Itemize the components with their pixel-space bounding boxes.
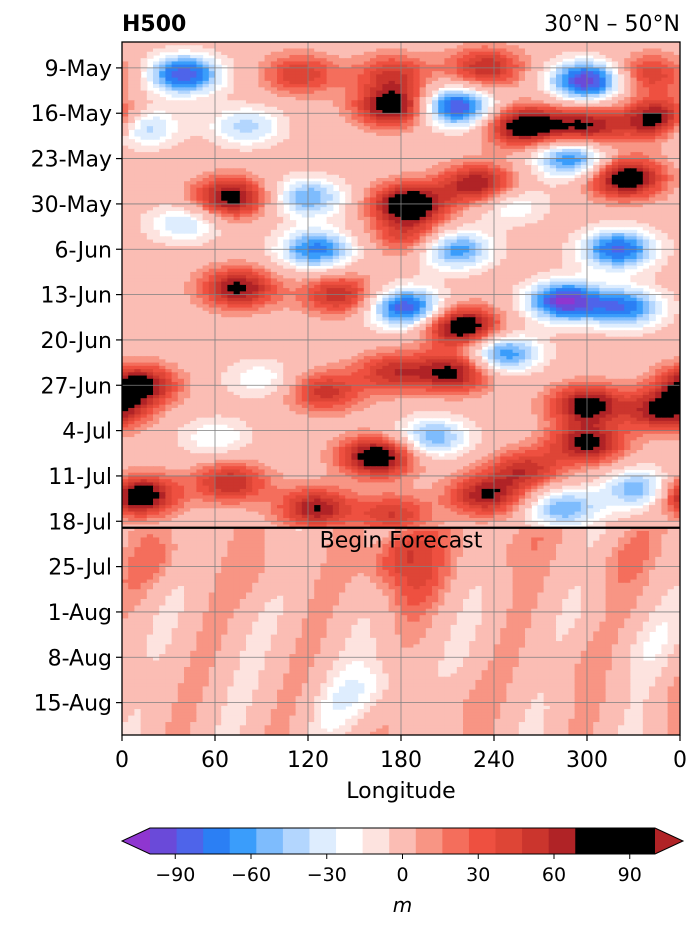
colorbar-band	[309, 828, 337, 854]
colorbar-band	[522, 828, 550, 854]
y-tick-label: 16-May	[31, 102, 112, 127]
x-tick-label: 180	[380, 748, 422, 773]
colorbar-extend-high	[655, 828, 683, 854]
colorbar-band	[229, 828, 257, 854]
colorbar-band	[282, 828, 310, 854]
colorbar-tick-label: −30	[307, 864, 347, 886]
colorbar-band	[628, 828, 656, 854]
colorbar-tick-label: 30	[466, 864, 490, 886]
colorbar-band	[575, 828, 603, 854]
y-tick-label: 11-Jul	[48, 465, 112, 490]
x-tick-label: 0	[115, 748, 129, 773]
chart-title-right: 30°N – 50°N	[544, 12, 680, 37]
colorbar-outline	[120, 827, 685, 855]
y-tick-label: 15-Aug	[34, 692, 112, 717]
y-tick-label: 20-Jun	[40, 329, 112, 354]
forecast-marker: Begin Forecast	[122, 526, 680, 554]
colorbar-band	[150, 828, 178, 854]
colorbar-tick-label: 0	[396, 864, 408, 886]
colorbar-band	[203, 828, 231, 854]
grid-lines	[122, 42, 680, 735]
colorbar-band	[336, 828, 364, 854]
y-tick-label: 8-Aug	[48, 646, 112, 671]
colorbar-extend-low	[122, 828, 150, 854]
colorbar-tick-label: 90	[618, 864, 642, 886]
y-tick-label: 25-Jul	[48, 556, 112, 581]
colorbar-unit: m	[393, 893, 412, 917]
colorbar-tick-label: 60	[542, 864, 566, 886]
y-axis-ticks: 9-May 16-May 23-May 30-May 6-Jun 13-Jun 20-Jun…	[31, 57, 122, 717]
x-tick-label: 300	[566, 748, 608, 773]
colorbar-band	[256, 828, 284, 854]
colorbar-band	[495, 828, 523, 854]
colorbar-tick-label: −90	[155, 864, 195, 886]
colorbar-band	[601, 828, 629, 854]
y-tick-label: 6-Jun	[54, 238, 112, 263]
y-tick-label: 23-May	[31, 148, 112, 173]
y-tick-label: 9-May	[45, 57, 112, 82]
colorbar-band	[415, 828, 443, 854]
x-tick-label: 0	[673, 748, 687, 773]
y-tick-label: 13-Jun	[40, 284, 112, 309]
x-tick-label: 120	[287, 748, 329, 773]
x-tick-label: 240	[473, 748, 515, 773]
colorbar-band	[442, 828, 470, 854]
colorbar-band	[548, 828, 576, 854]
anomaly-field	[122, 42, 680, 735]
x-tick-label: 60	[201, 748, 229, 773]
colorbar-band	[362, 828, 390, 854]
chart-title-left: H500	[122, 12, 186, 37]
colorbar-tick-label: −60	[231, 864, 271, 886]
colorbar-band	[176, 828, 204, 854]
forecast-label: Begin Forecast	[320, 529, 483, 554]
colorbar-band	[389, 828, 417, 854]
x-axis-ticks: 0 60 120 180 240 300 0	[115, 735, 687, 773]
colorbar: −90 −60 −30 0 30 60 90 m	[120, 827, 685, 917]
x-axis-label: Longitude	[346, 779, 455, 804]
y-tick-label: 1-Aug	[48, 601, 112, 626]
y-tick-label: 18-Jul	[48, 510, 112, 535]
colorbar-band	[468, 828, 497, 854]
y-tick-label: 4-Jul	[62, 420, 112, 445]
y-tick-label: 30-May	[31, 193, 112, 218]
y-tick-label: 27-Jun	[40, 374, 112, 399]
